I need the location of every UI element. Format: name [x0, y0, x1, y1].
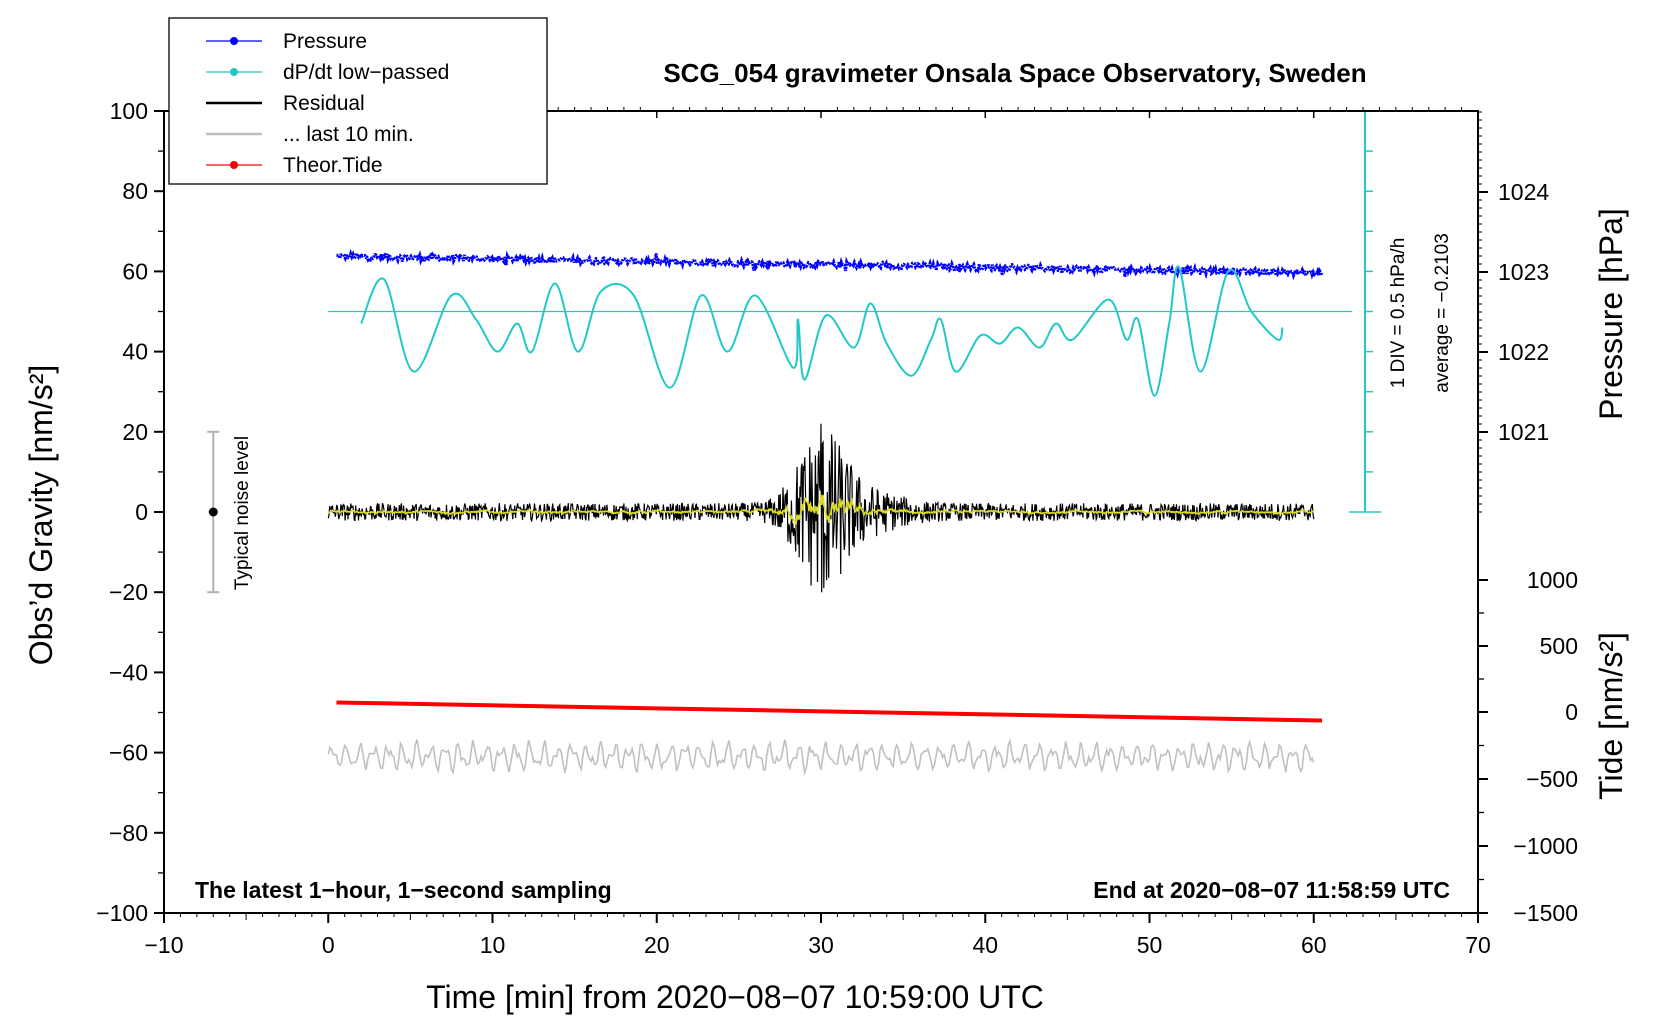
- tide-tick-label: 1000: [1527, 567, 1578, 593]
- x-axis-title: Time [min] from 2020−08−07 10:59:00 UTC: [426, 979, 1044, 1015]
- tide-tick-label: −1000: [1513, 833, 1578, 859]
- y-tick-label: −20: [109, 579, 148, 605]
- axes-layer: −10 0 10 20 30 40 50 60 70100806040200−20−40−60−…: [96, 98, 1578, 958]
- legend-marker: [230, 161, 238, 169]
- dpdt-series: [360, 265, 1284, 397]
- legend-label: ... last 10 min.: [283, 123, 414, 146]
- y-tick-label: −40: [109, 659, 148, 685]
- y-tick-label: 80: [122, 178, 148, 204]
- pressure-tick-label: 1023: [1498, 259, 1549, 285]
- x-tick-label: 0: [322, 932, 335, 958]
- x-tick-label: 70: [1465, 932, 1491, 958]
- bottom-left-note: The latest 1−hour, 1−second sampling: [195, 877, 612, 903]
- x-tick-label: 20: [644, 932, 670, 958]
- legend-marker: [230, 37, 238, 45]
- pressure-series: [336, 248, 1324, 282]
- last-10-min-series: [327, 737, 1315, 776]
- y-tick-label: 60: [122, 258, 148, 284]
- x-tick-label: 60: [1301, 932, 1327, 958]
- x-tick-label: −10: [144, 932, 183, 958]
- legend-marker: [230, 68, 238, 76]
- y-tick-label: −100: [96, 900, 148, 926]
- series-layer: [207, 110, 1381, 776]
- pressure-tick-label: 1024: [1498, 179, 1549, 205]
- tide-tick-label: 500: [1540, 633, 1578, 659]
- legend-box: [168, 17, 548, 185]
- x-tick-label: 40: [972, 932, 998, 958]
- y-tick-label: −60: [109, 740, 148, 766]
- chart-title: SCG_054 gravimeter Onsala Space Observat…: [663, 58, 1366, 88]
- residual-series: [327, 423, 1315, 593]
- bottom-right-note: End at 2020−08−07 11:58:59 UTC: [1093, 877, 1450, 903]
- tide-series: [336, 700, 1322, 723]
- y-tick-label: −80: [109, 820, 148, 846]
- noise-level-label: Typical noise level: [232, 436, 253, 590]
- legend-label: Pressure: [283, 30, 367, 53]
- pressure-axis-title: Pressure [hPa]: [1593, 208, 1629, 420]
- tide-tick-label: 0: [1565, 699, 1578, 725]
- y-tick-label: 20: [122, 419, 148, 445]
- div-scale-label: 1 DIV = 0.5 hPa/h: [1388, 238, 1409, 389]
- tide-tick-label: −500: [1526, 766, 1578, 792]
- x-tick-label: 10: [480, 932, 506, 958]
- y-tick-label: 100: [110, 98, 148, 124]
- legend-label: dP/dt low−passed: [283, 61, 449, 84]
- tide-tick-label: −1500: [1513, 900, 1578, 926]
- noise-bar-dot: [208, 507, 218, 517]
- y-tick-label: 40: [122, 339, 148, 365]
- legend-label: Residual: [283, 92, 365, 115]
- residual-filtered-series: [328, 494, 1315, 525]
- average-label: average = −0.2103: [1432, 233, 1453, 393]
- legend-label: Theor.Tide: [283, 154, 383, 177]
- pressure-tick-label: 1022: [1498, 339, 1549, 365]
- y-tick-label: 0: [135, 499, 148, 525]
- y-axis-title: Obs’d Gravity [nm/s²]: [23, 365, 59, 666]
- tide-axis-title: Tide [nm/s²]: [1593, 632, 1629, 800]
- x-tick-label: 50: [1137, 932, 1163, 958]
- legend: Pressure dP/dt low−passed Residual ... last…: [168, 17, 548, 185]
- x-tick-label: 30: [808, 932, 834, 958]
- pressure-tick-label: 1021: [1498, 419, 1549, 445]
